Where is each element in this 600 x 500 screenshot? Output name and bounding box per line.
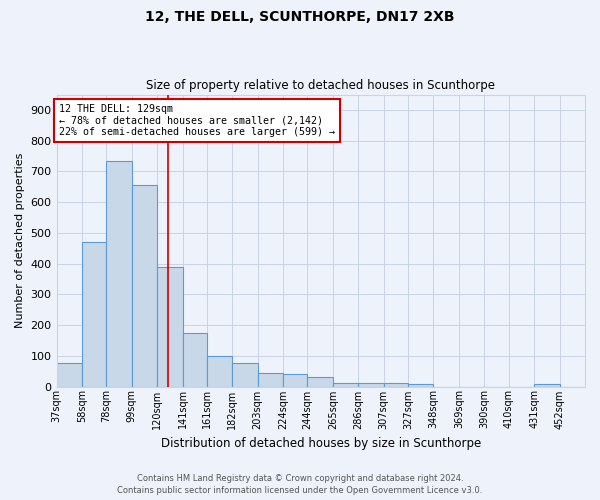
Bar	[408, 384, 433, 386]
Bar	[131, 185, 157, 386]
Bar	[82, 242, 106, 386]
Bar	[534, 384, 560, 386]
Bar	[333, 382, 358, 386]
Title: Size of property relative to detached houses in Scunthorpe: Size of property relative to detached ho…	[146, 79, 495, 92]
Text: Contains HM Land Registry data © Crown copyright and database right 2024.
Contai: Contains HM Land Registry data © Crown c…	[118, 474, 482, 495]
Text: 12, THE DELL, SCUNTHORPE, DN17 2XB: 12, THE DELL, SCUNTHORPE, DN17 2XB	[145, 10, 455, 24]
Bar	[384, 384, 408, 386]
Bar	[56, 364, 82, 386]
Bar	[307, 378, 333, 386]
Text: 12 THE DELL: 129sqm
← 78% of detached houses are smaller (2,142)
22% of semi-det: 12 THE DELL: 129sqm ← 78% of detached ho…	[59, 104, 335, 137]
Bar	[232, 364, 258, 386]
Bar	[182, 332, 207, 386]
X-axis label: Distribution of detached houses by size in Scunthorpe: Distribution of detached houses by size …	[161, 437, 481, 450]
Y-axis label: Number of detached properties: Number of detached properties	[15, 153, 25, 328]
Bar	[258, 372, 283, 386]
Bar	[207, 356, 232, 386]
Bar	[106, 160, 131, 386]
Bar	[283, 374, 307, 386]
Bar	[157, 266, 182, 386]
Bar	[358, 384, 384, 386]
